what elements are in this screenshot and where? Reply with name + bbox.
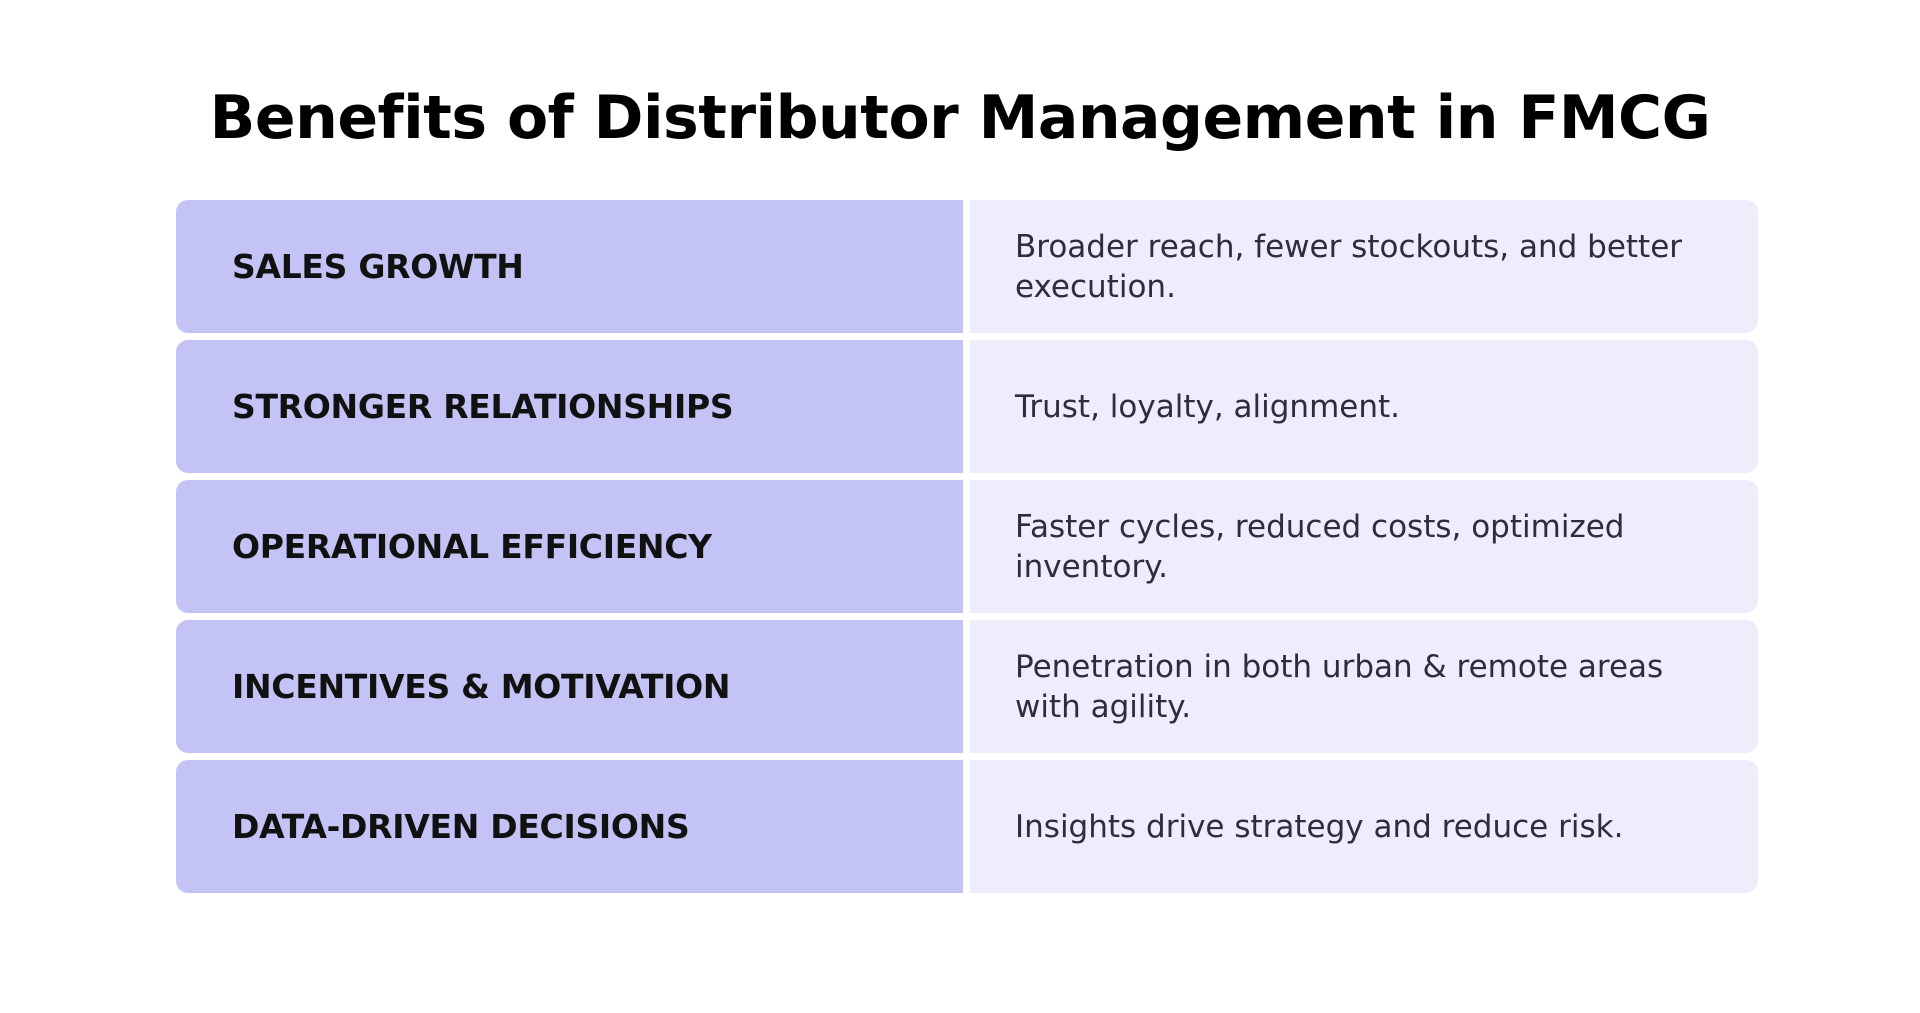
benefit-description: Trust, loyalty, alignment.: [1015, 388, 1401, 425]
page-title: Benefits of Distributor Management in FM…: [209, 83, 1711, 153]
benefit-label: DATA-DRIVEN DECISIONS: [232, 807, 690, 846]
benefit-row-stronger-relationships: STRONGER RELATIONSHIPS Trust, loyalty, a…: [176, 340, 1758, 473]
benefit-row-incentives-motivation: INCENTIVES & MOTIVATION Penetration in b…: [176, 620, 1758, 753]
column-divider: [963, 760, 970, 893]
benefit-description-cell: Penetration in both urban & remote areas…: [970, 620, 1758, 753]
benefit-label-cell: SALES GROWTH: [176, 200, 963, 333]
benefit-label: OPERATIONAL EFFICIENCY: [232, 527, 712, 566]
benefit-label: SALES GROWTH: [232, 247, 524, 286]
column-divider: [963, 480, 970, 613]
column-divider: [963, 620, 970, 753]
benefit-description: Insights drive strategy and reduce risk.: [1015, 808, 1624, 845]
benefit-label-cell: OPERATIONAL EFFICIENCY: [176, 480, 963, 613]
benefit-description: Broader reach, fewer stockouts, and bett…: [1015, 228, 1683, 305]
benefit-description-cell: Insights drive strategy and reduce risk.: [970, 760, 1758, 893]
column-divider: [963, 340, 970, 473]
benefit-description: Faster cycles, reduced costs, optimized …: [1015, 508, 1625, 585]
benefit-description-cell: Faster cycles, reduced costs, optimized …: [970, 480, 1758, 613]
benefit-row-data-driven-decisions: DATA-DRIVEN DECISIONS Insights drive str…: [176, 760, 1758, 893]
benefits-table: SALES GROWTH Broader reach, fewer stocko…: [176, 200, 1758, 893]
benefit-description: Penetration in both urban & remote areas…: [1015, 648, 1664, 725]
benefit-label: STRONGER RELATIONSHIPS: [232, 387, 734, 426]
benefit-label: INCENTIVES & MOTIVATION: [232, 667, 731, 706]
benefit-label-cell: DATA-DRIVEN DECISIONS: [176, 760, 963, 893]
benefit-row-sales-growth: SALES GROWTH Broader reach, fewer stocko…: [176, 200, 1758, 333]
benefit-description-cell: Trust, loyalty, alignment.: [970, 340, 1758, 473]
benefit-description-cell: Broader reach, fewer stockouts, and bett…: [970, 200, 1758, 333]
benefit-label-cell: INCENTIVES & MOTIVATION: [176, 620, 963, 753]
benefit-label-cell: STRONGER RELATIONSHIPS: [176, 340, 963, 473]
benefit-row-operational-efficiency: OPERATIONAL EFFICIENCY Faster cycles, re…: [176, 480, 1758, 613]
column-divider: [963, 200, 970, 333]
